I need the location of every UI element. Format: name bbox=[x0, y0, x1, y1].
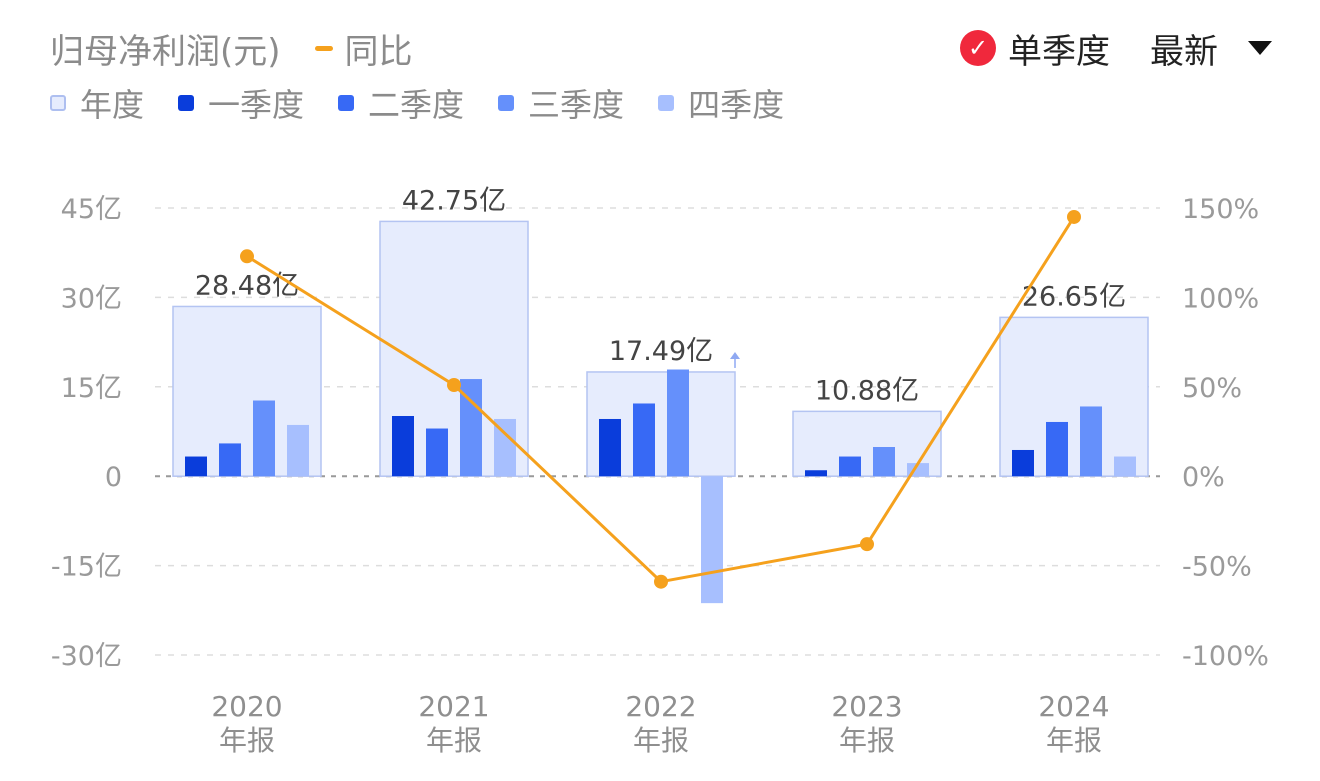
yoy-point bbox=[860, 537, 874, 552]
arrow-up-icon-head bbox=[730, 351, 740, 359]
right-axis-tick-label: 50% bbox=[1182, 373, 1242, 404]
quarter-bar-q3 bbox=[1080, 406, 1102, 477]
x-axis-report-label: 年报 bbox=[426, 724, 482, 757]
right-axis-tick-label: 150% bbox=[1182, 194, 1259, 225]
quarter-bar-q1 bbox=[805, 470, 827, 477]
yoy-legend-swatch bbox=[314, 45, 333, 51]
legend-swatch-q1 bbox=[178, 95, 195, 111]
series-legend: 年度 一季度 二季度 三季度 四季度 bbox=[50, 80, 818, 126]
quarter-bar-q1 bbox=[599, 418, 621, 477]
annual-data-label: 42.75亿 bbox=[402, 185, 506, 216]
annual-bar bbox=[999, 316, 1149, 477]
chart-header: 归母净利润(元) 同比 bbox=[50, 22, 413, 74]
x-axis-year-label: 2024 bbox=[1038, 690, 1109, 723]
x-axis-year-label: 2023 bbox=[831, 690, 902, 723]
x-axis-report-label: 年报 bbox=[219, 724, 275, 757]
x-axis-year-label: 2020 bbox=[211, 690, 282, 723]
annual-data-label: 28.48亿 bbox=[195, 270, 299, 301]
quarter-bar-q4 bbox=[1114, 456, 1136, 477]
x-axis-report-label: 年报 bbox=[839, 724, 895, 757]
legend-item-q4[interactable]: 四季度 bbox=[658, 80, 784, 126]
right-axis-tick-label: 0% bbox=[1182, 462, 1225, 493]
yoy-point bbox=[240, 249, 254, 264]
left-axis-tick-label: -15亿 bbox=[51, 552, 122, 583]
yoy-point bbox=[1067, 209, 1081, 224]
yoy-legend-label: 同比 bbox=[344, 31, 413, 72]
quarter-bar-q4 bbox=[287, 424, 309, 477]
quarter-bar-q4 bbox=[701, 476, 723, 604]
quarter-bar-q1 bbox=[185, 456, 207, 477]
left-axis-tick-label: 15亿 bbox=[61, 373, 122, 404]
quarter-bar-q3 bbox=[253, 400, 275, 477]
chart-title: 归母净利润(元) bbox=[50, 31, 281, 72]
right-axis-tick-label: -50% bbox=[1182, 552, 1252, 583]
quarter-bar-q1 bbox=[392, 416, 414, 477]
legend-item-annual[interactable]: 年度 bbox=[50, 80, 144, 126]
legend-item-q3[interactable]: 三季度 bbox=[498, 80, 624, 126]
quarter-bar-q2 bbox=[1046, 421, 1068, 477]
right-axis-tick-label: 100% bbox=[1182, 283, 1259, 314]
legend-item-q1[interactable]: 一季度 bbox=[178, 80, 304, 126]
legend-swatch-q4 bbox=[658, 95, 675, 111]
left-axis-tick-label: 0 bbox=[105, 462, 122, 493]
x-axis-report-label: 年报 bbox=[633, 724, 689, 757]
legend-label: 二季度 bbox=[368, 86, 465, 124]
quarter-bar-q2 bbox=[219, 443, 241, 477]
legend-label: 四季度 bbox=[688, 86, 785, 124]
x-axis-year-label: 2022 bbox=[625, 690, 696, 723]
chart-controls: ✓ 单季度 最新 bbox=[960, 22, 1272, 74]
legend-label: 三季度 bbox=[528, 86, 625, 124]
check-icon[interactable]: ✓ bbox=[960, 30, 996, 66]
legend-swatch-annual bbox=[50, 95, 66, 111]
quarter-bar-q3 bbox=[873, 446, 895, 477]
left-axis-tick-label: 30亿 bbox=[61, 283, 122, 314]
x-axis-report-label: 年报 bbox=[1046, 724, 1102, 757]
caret-down-icon[interactable] bbox=[1248, 41, 1272, 55]
yoy-point bbox=[447, 378, 461, 393]
left-axis-tick-label: -30亿 bbox=[51, 641, 122, 672]
left-axis-tick-label: 45亿 bbox=[61, 194, 122, 225]
legend-swatch-q2 bbox=[338, 95, 355, 111]
legend-label: 年度 bbox=[80, 86, 145, 124]
latest-dropdown-label[interactable]: 最新 bbox=[1150, 31, 1218, 72]
quarter-bar-q3 bbox=[667, 369, 689, 477]
yoy-point bbox=[654, 574, 668, 589]
x-axis-year-label: 2021 bbox=[418, 690, 489, 723]
annual-data-label: 26.65亿 bbox=[1022, 281, 1126, 312]
legend-label: 一季度 bbox=[208, 86, 305, 124]
annual-data-label: 17.49亿 bbox=[609, 336, 713, 367]
right-axis-tick-label: -100% bbox=[1182, 641, 1269, 672]
legend-item-q2[interactable]: 二季度 bbox=[338, 80, 464, 126]
quarter-bar-q3 bbox=[460, 379, 482, 477]
legend-swatch-q3 bbox=[498, 95, 515, 111]
annual-data-label: 10.88亿 bbox=[815, 375, 919, 406]
quarter-bar-q4 bbox=[494, 418, 516, 477]
single-quarter-toggle[interactable]: 单季度 bbox=[1008, 31, 1110, 72]
quarter-bar-q2 bbox=[839, 456, 861, 477]
quarter-bar-q1 bbox=[1012, 449, 1034, 477]
quarter-bar-q2 bbox=[633, 403, 655, 477]
quarter-bar-q2 bbox=[426, 428, 448, 477]
